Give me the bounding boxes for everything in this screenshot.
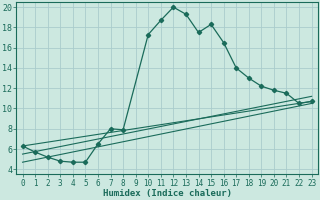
X-axis label: Humidex (Indice chaleur): Humidex (Indice chaleur) <box>103 189 232 198</box>
